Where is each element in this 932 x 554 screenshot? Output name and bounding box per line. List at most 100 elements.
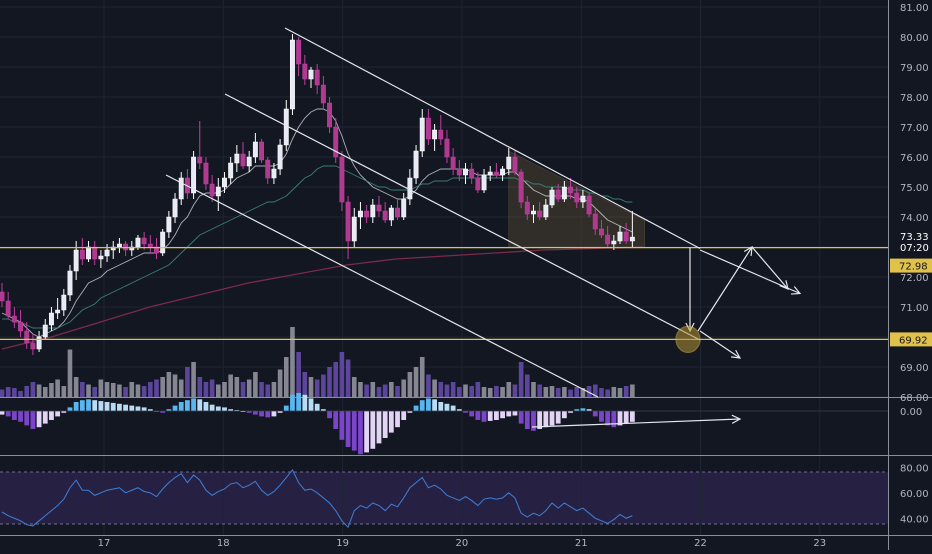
volume-bar xyxy=(55,379,60,397)
macd-histogram-bar xyxy=(86,399,91,411)
candle-body xyxy=(314,69,320,86)
volume-bar xyxy=(574,387,580,397)
volume-bar xyxy=(290,327,295,397)
level-price-badge xyxy=(890,258,932,273)
macd-histogram-bar xyxy=(401,411,407,420)
macd-histogram-bar xyxy=(154,411,159,412)
candle-body xyxy=(413,150,419,179)
candle-body xyxy=(401,198,407,218)
candle-body xyxy=(475,177,481,191)
candle-body xyxy=(531,210,536,215)
time-tick-label: 21 xyxy=(575,538,588,549)
volume-bar xyxy=(308,377,314,397)
macd-histogram-bar xyxy=(222,407,227,411)
macd-histogram-bar xyxy=(524,411,530,429)
volume-bar xyxy=(432,379,437,397)
macd-histogram-bar xyxy=(110,402,116,411)
macd-histogram-bar xyxy=(42,411,48,424)
volume-bar xyxy=(12,388,17,397)
macd-histogram-bar xyxy=(475,411,481,420)
volume-bar xyxy=(580,388,586,397)
volume-bar xyxy=(86,384,91,397)
volume-bar xyxy=(253,372,258,397)
macd-histogram-bar xyxy=(388,411,394,433)
candle-body xyxy=(629,236,635,242)
volume-bar xyxy=(129,382,135,397)
candle-body xyxy=(296,39,302,65)
macd-histogram-bar xyxy=(487,411,493,421)
macd-histogram-bar xyxy=(141,407,147,411)
volume-bar xyxy=(512,384,518,397)
candle-body xyxy=(252,141,258,158)
volume-bar xyxy=(611,387,617,397)
macd-histogram-bar xyxy=(283,405,289,411)
candle-body xyxy=(561,186,567,200)
channel-upper-trendline xyxy=(284,27,701,250)
volume-bar xyxy=(419,357,425,397)
candle-body xyxy=(549,189,555,206)
macd-histogram-bar xyxy=(209,404,215,411)
macd-histogram-bar xyxy=(123,404,128,411)
last-price-label: 73.33 xyxy=(900,232,929,243)
price-tick-label: 81.00 xyxy=(900,3,929,14)
macd-histogram-bar xyxy=(574,409,580,411)
candle-body xyxy=(568,186,574,194)
candle-body xyxy=(5,300,11,317)
volume-bar xyxy=(191,362,196,397)
macd-histogram-bar xyxy=(135,406,141,411)
candle-body xyxy=(432,129,438,140)
time-tick-label: 22 xyxy=(694,538,707,549)
macd-histogram-bar xyxy=(438,402,444,411)
candle-body xyxy=(574,192,580,203)
macd-histogram-bar xyxy=(61,411,67,413)
macd-divergence-arrow xyxy=(531,418,741,428)
candle-body xyxy=(339,156,345,203)
macd-histogram-bar xyxy=(605,411,611,426)
price-tick-label: 76.00 xyxy=(900,153,929,164)
volume-bar xyxy=(277,369,283,397)
volume-bar xyxy=(18,391,23,397)
macd-histogram-bar xyxy=(98,401,104,411)
ema-fast-line xyxy=(1,108,633,338)
volume-bar xyxy=(117,384,122,397)
candle-body xyxy=(320,84,326,104)
moving-average-long-line xyxy=(1,246,643,350)
macd-histogram-bar xyxy=(432,399,437,411)
volume-bar xyxy=(382,384,388,397)
macd-histogram-bar xyxy=(395,411,400,428)
macd-histogram-bar xyxy=(178,402,184,411)
candle-body xyxy=(611,240,617,245)
macd-histogram-bar xyxy=(36,411,42,428)
candle-body xyxy=(599,228,604,236)
candle-body xyxy=(178,177,184,200)
candle-body xyxy=(265,159,271,179)
macd-histogram-bar xyxy=(450,405,456,411)
volume-bar xyxy=(154,379,159,397)
macd-histogram-bar xyxy=(592,411,598,417)
volume-bar xyxy=(222,382,227,397)
macd-histogram-bar xyxy=(277,411,283,413)
macd-histogram-bar xyxy=(252,411,258,415)
macd-histogram-bar xyxy=(228,409,234,411)
macd-histogram-bar xyxy=(30,411,36,429)
volume-bar xyxy=(73,377,79,397)
volume-bar xyxy=(605,389,610,397)
candle-body xyxy=(259,141,265,161)
volume-bar xyxy=(500,387,505,397)
time-tick-label: 20 xyxy=(456,538,469,549)
volume-bar xyxy=(36,384,42,397)
candle-body xyxy=(55,309,61,314)
candle-body xyxy=(277,144,283,170)
candle-body xyxy=(376,204,382,212)
macd-divergence-arrow-head xyxy=(731,414,742,424)
volume-bar xyxy=(49,383,54,397)
candle-body xyxy=(456,168,462,176)
macd-histogram-bar xyxy=(73,402,79,411)
macd-tick-label: 0.00 xyxy=(900,407,922,418)
volume-bar xyxy=(413,367,419,397)
volume-bar xyxy=(531,382,536,397)
macd-histogram-bar xyxy=(500,411,505,419)
macd-histogram-bar xyxy=(623,411,629,424)
